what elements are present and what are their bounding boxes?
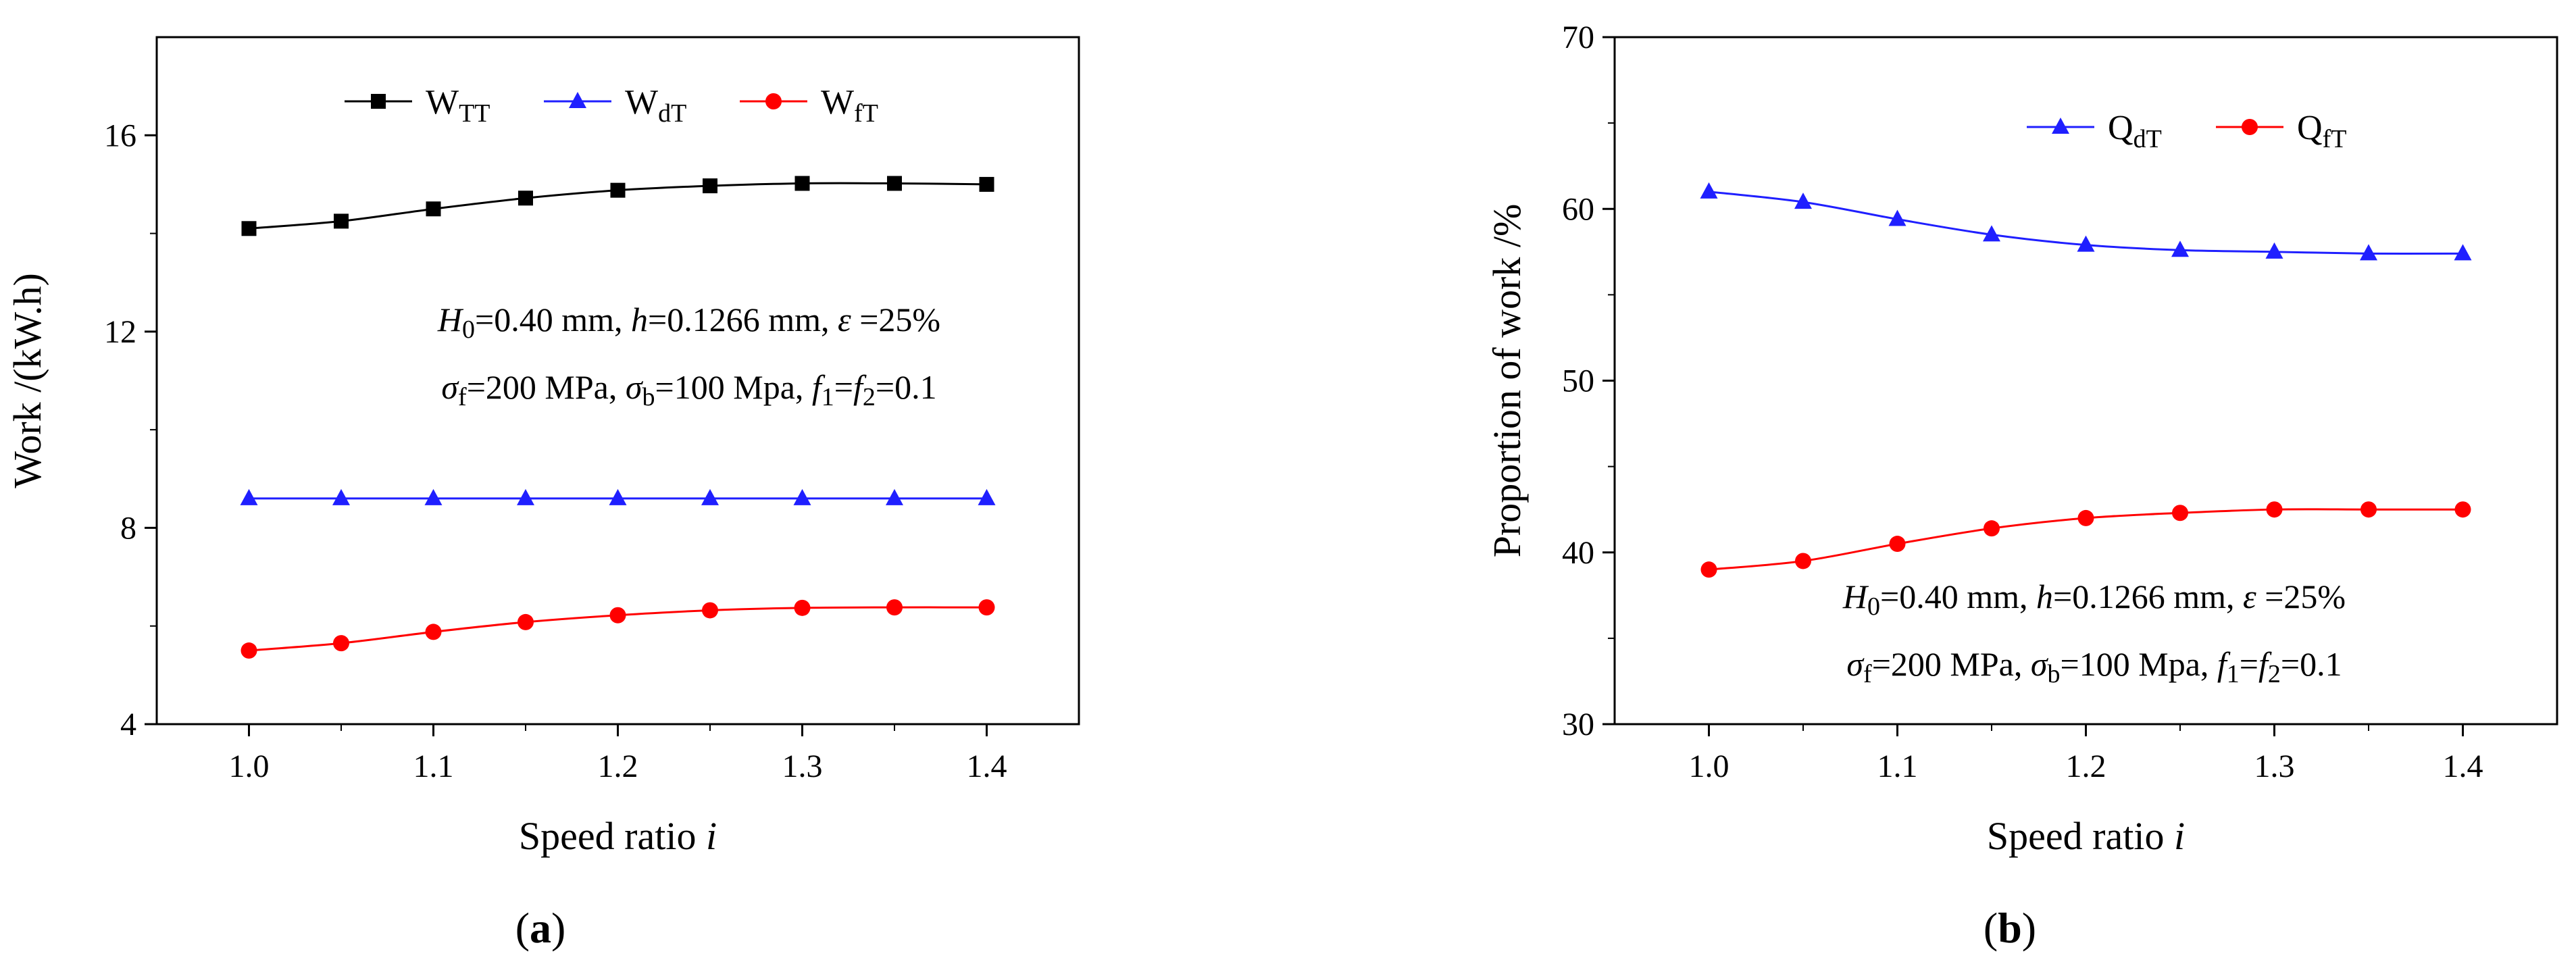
data-point xyxy=(426,201,441,217)
data-point xyxy=(334,213,349,229)
data-point xyxy=(978,599,995,616)
annotation-line-2: σf=200 MPa, σb=100 Mpa, f1=f2=0.1 xyxy=(441,368,936,411)
x-tick-label: 1.0 xyxy=(229,748,270,784)
x-tick-label: 1.2 xyxy=(598,748,638,784)
panel-label: (b) xyxy=(1984,904,2036,952)
legend-label: QdT xyxy=(2108,109,2162,153)
y-axis-label: Work /(kW.h) xyxy=(5,273,49,488)
x-tick-label: 1.1 xyxy=(1877,748,1918,784)
legend-entry: WTT xyxy=(345,83,490,128)
data-point xyxy=(703,178,717,194)
data-point xyxy=(2265,242,2283,259)
data-point xyxy=(425,624,442,640)
data-point xyxy=(518,190,533,206)
panel-label: (a) xyxy=(515,904,566,952)
y-tick-label: 40 xyxy=(1562,535,1594,571)
y-tick-label: 30 xyxy=(1562,707,1594,742)
legend-marker xyxy=(371,94,386,109)
legend-label: WTT xyxy=(426,83,490,128)
y-tick-label: 4 xyxy=(120,707,136,742)
x-tick-label: 1.0 xyxy=(1689,748,1729,784)
data-point xyxy=(2077,509,2094,526)
y-tick-label: 70 xyxy=(1562,20,1594,55)
legend-label: WdT xyxy=(625,83,686,128)
data-point xyxy=(240,488,258,505)
data-point xyxy=(241,642,257,659)
data-point xyxy=(886,488,903,505)
x-tick-label: 1.3 xyxy=(782,748,823,784)
data-point xyxy=(609,488,627,505)
series-QfT xyxy=(1700,501,2471,578)
data-point xyxy=(886,599,903,616)
legend-entry: QfT xyxy=(2216,109,2346,153)
data-point xyxy=(2266,501,2283,518)
y-tick-label: 16 xyxy=(104,118,136,153)
data-point xyxy=(2360,244,2377,261)
y-tick-label: 60 xyxy=(1562,191,1594,227)
data-point xyxy=(332,488,350,505)
legend-marker xyxy=(2242,119,2258,135)
data-point xyxy=(2077,235,2095,252)
data-point xyxy=(887,176,902,191)
legend-marker xyxy=(765,93,782,109)
series-WTT xyxy=(241,176,994,236)
x-tick-label: 1.1 xyxy=(413,748,454,784)
data-point xyxy=(1794,193,1812,209)
data-point xyxy=(702,602,718,619)
data-point xyxy=(1700,561,1717,578)
annotation-line-1: H0=0.40 mm, h=0.1266 mm, ε =25% xyxy=(437,301,940,344)
data-point xyxy=(2454,501,2471,518)
y-tick-label: 12 xyxy=(104,314,136,350)
legend-label: QfT xyxy=(2297,109,2346,153)
annotation-line-1: H0=0.40 mm, h=0.1266 mm, ε =25% xyxy=(1842,578,2346,621)
series-QdT xyxy=(1700,182,2472,261)
x-tick-label: 1.4 xyxy=(2443,748,2483,784)
x-tick-label: 1.3 xyxy=(2254,748,2295,784)
data-point xyxy=(1888,209,1906,226)
data-point xyxy=(2454,244,2472,261)
legend-label: WfT xyxy=(821,83,878,128)
data-point xyxy=(517,613,534,630)
data-point xyxy=(241,221,257,236)
data-point xyxy=(1795,553,1811,569)
x-axis-label: Speed ratio i xyxy=(1987,814,2185,858)
data-point xyxy=(1984,520,2000,537)
data-point xyxy=(2360,501,2377,518)
data-point xyxy=(2171,240,2189,257)
y-tick-label: 50 xyxy=(1562,363,1594,399)
data-point xyxy=(1889,536,1906,553)
x-axis-label: Speed ratio i xyxy=(519,814,717,858)
plot-frame xyxy=(1613,36,2558,726)
data-point xyxy=(793,488,811,505)
y-tick-label: 8 xyxy=(120,510,136,546)
legend-entry: WdT xyxy=(544,83,686,128)
chart-panel-a: 1.0 1.1 1.2 1.3 1.4 4 8 12 16 Speed ratio i Work /… xyxy=(5,36,1080,952)
annotation-line-2: σf=200 MPa, σb=100 Mpa, f1=f2=0.1 xyxy=(1846,645,2342,688)
x-tick-label: 1.2 xyxy=(2066,748,2106,784)
data-point xyxy=(978,488,996,505)
data-point xyxy=(609,607,626,624)
data-point xyxy=(333,635,349,652)
data-point xyxy=(794,176,810,191)
x-tick-label: 1.4 xyxy=(967,748,1007,784)
data-point xyxy=(1700,182,1718,199)
data-point xyxy=(2172,505,2188,522)
data-point xyxy=(794,599,811,616)
data-point xyxy=(517,488,534,505)
data-point xyxy=(701,488,719,505)
legend-marker xyxy=(2052,118,2069,134)
data-point xyxy=(979,176,994,192)
data-point xyxy=(610,182,626,198)
legend-entry: WfT xyxy=(740,83,878,128)
legend-entry: QdT xyxy=(2027,109,2162,153)
data-point xyxy=(1983,225,2000,242)
chart-panel-b: 1.0 1.1 1.2 1.3 1.4 30 40 50 60 70 Speed ratio i Pr… xyxy=(1485,20,2558,952)
series-WfT xyxy=(241,599,995,659)
series-WdT xyxy=(240,488,996,505)
y-axis-label: Proportion of work /% xyxy=(1485,204,1529,558)
data-point xyxy=(424,488,443,505)
legend-marker xyxy=(569,92,586,108)
